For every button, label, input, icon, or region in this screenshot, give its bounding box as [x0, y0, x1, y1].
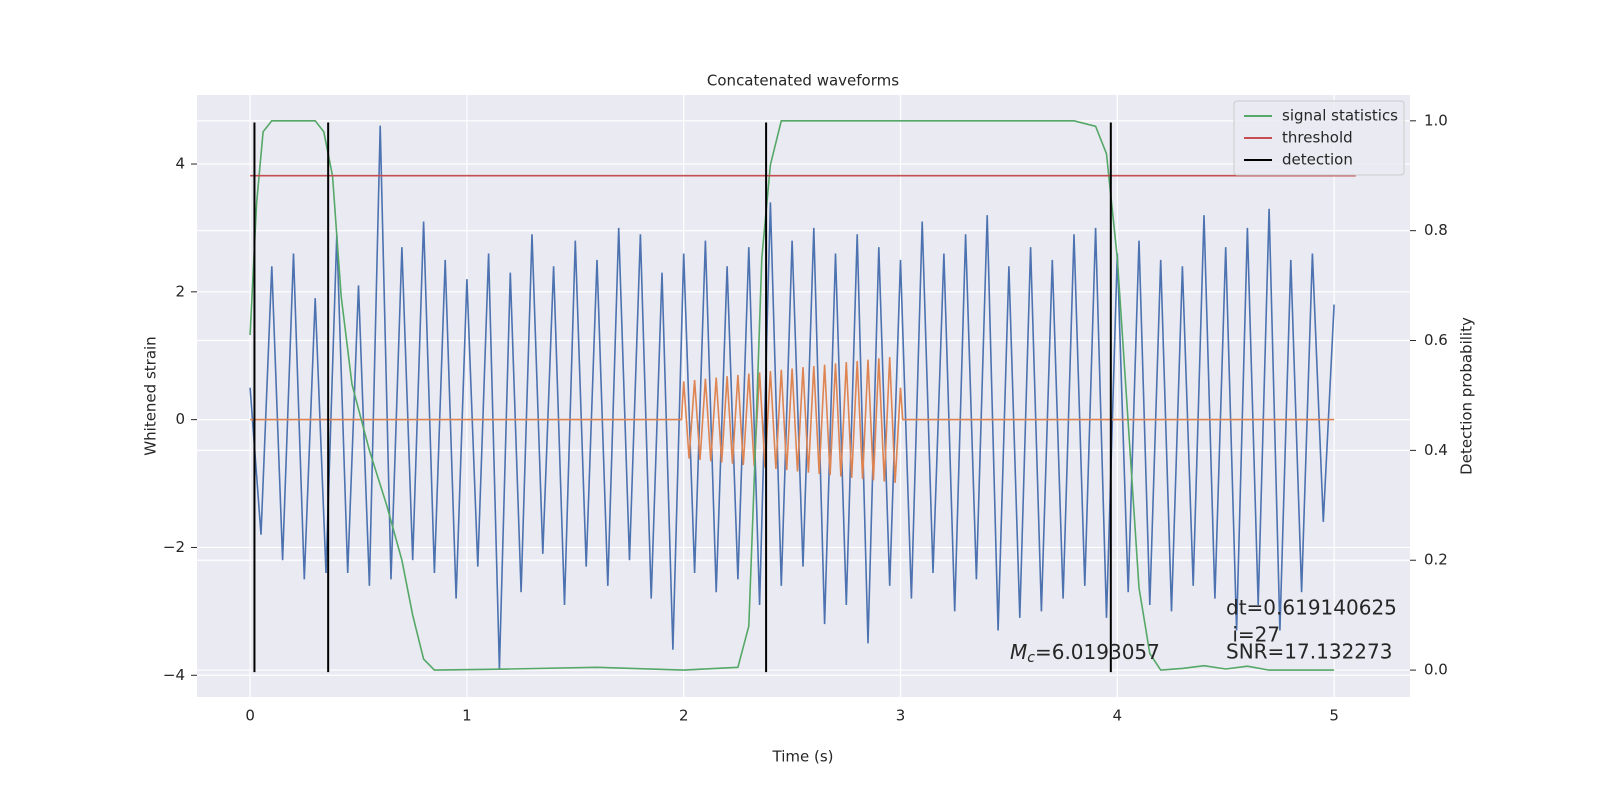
annotation: Mc=6.0193057	[1010, 640, 1160, 667]
series-line	[249, 120, 1335, 671]
x-tick-label: 0	[245, 707, 255, 725]
x-tick-label: 3	[896, 707, 906, 725]
annotation-part: c	[1027, 650, 1035, 666]
y2-tick-label: 0.0	[1424, 661, 1448, 679]
y-tick-label: −2	[163, 538, 185, 556]
y-tick-label: 2	[175, 282, 185, 300]
x-tick-label: 2	[679, 707, 689, 725]
series-line	[250, 356, 1335, 483]
annotation: SNR=17.132273	[1226, 640, 1392, 664]
legend-label: signal statistics	[1282, 107, 1398, 125]
y2-tick-label: 0.6	[1424, 331, 1448, 349]
x-tick-label: 1	[462, 707, 472, 725]
annotation-part: M	[1010, 640, 1027, 664]
legend-box	[1233, 100, 1405, 176]
y-tick-label: 4	[175, 155, 185, 173]
x-tick-label: 5	[1329, 707, 1339, 725]
y2-axis-label: Detection probability	[1458, 317, 1476, 475]
annotation: i=27	[1226, 623, 1280, 647]
y-tick-label: −4	[163, 666, 185, 684]
y2-tick-label: 1.0	[1424, 111, 1448, 129]
x-tick-label: 4	[1113, 707, 1123, 725]
y-tick-label: 0	[175, 410, 185, 428]
plot-area	[197, 95, 1410, 697]
annotation: dt=0.619140625	[1226, 596, 1397, 620]
legend-label: threshold	[1282, 129, 1353, 147]
chart-title: Concatenated waveforms	[707, 72, 899, 90]
series-line	[249, 125, 1335, 669]
y2-tick-label: 0.4	[1424, 441, 1448, 459]
y2-tick-label: 0.8	[1424, 221, 1448, 239]
y-axis-label: Whitened strain	[142, 336, 160, 455]
y2-tick-label: 0.2	[1424, 551, 1448, 569]
legend-label: detection	[1282, 151, 1353, 169]
x-axis-label: Time (s)	[772, 748, 834, 766]
annotation-part: =6.0193057	[1035, 640, 1160, 664]
